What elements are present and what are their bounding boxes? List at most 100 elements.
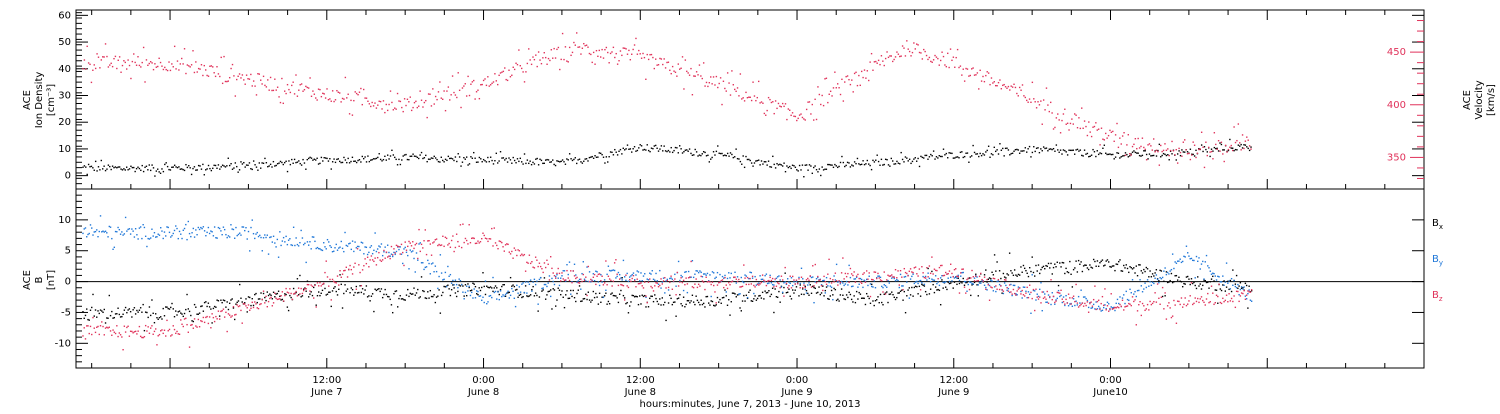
point-Bx [439, 312, 442, 314]
point-Bx [397, 306, 399, 308]
point-density [186, 166, 189, 169]
point-Bz [544, 266, 547, 269]
point-Bx [637, 303, 640, 306]
point-By [1144, 282, 1146, 284]
point-Bz [868, 272, 870, 274]
point-By [391, 255, 394, 258]
point-Bx [720, 302, 722, 304]
point-Bz [951, 272, 953, 275]
point-Bz [267, 300, 270, 303]
point-By [497, 291, 499, 293]
point-density [939, 155, 942, 158]
point-density [741, 163, 743, 165]
point-Bz [531, 260, 533, 263]
point-velocity [681, 56, 684, 58]
point-density [576, 162, 578, 165]
point-density [258, 162, 261, 164]
point-Bz [1175, 322, 1178, 324]
point-By [415, 252, 418, 254]
point-Bz [657, 285, 660, 288]
point-Bx [877, 296, 879, 298]
point-density [140, 169, 142, 172]
point-Bx [551, 308, 553, 310]
point-density [262, 162, 265, 165]
point-Bz [578, 282, 581, 284]
point-Bx [652, 300, 655, 303]
point-density [962, 156, 964, 159]
point-By [384, 246, 386, 248]
point-density [92, 167, 94, 169]
point-velocity [1017, 95, 1019, 97]
point-Bx [714, 305, 716, 307]
point-density [1033, 146, 1035, 148]
point-density [597, 156, 599, 158]
point-density [1223, 149, 1225, 151]
point-Bz [191, 323, 193, 326]
point-velocity [686, 70, 688, 73]
point-By [874, 286, 877, 289]
point-Bz [833, 281, 835, 283]
point-Bz [316, 282, 319, 284]
point-By [642, 275, 645, 277]
point-By [839, 283, 842, 285]
point-Bz [82, 335, 84, 337]
point-Bz [241, 322, 243, 324]
point-By [1055, 299, 1057, 301]
point-density [659, 148, 661, 150]
point-density [834, 163, 836, 166]
point-velocity [238, 73, 241, 75]
point-Bz [359, 271, 361, 274]
point-density [317, 163, 320, 165]
point-By [966, 290, 968, 292]
point-Bx [1209, 281, 1211, 283]
point-Bx [326, 293, 329, 295]
point-Bz [355, 288, 358, 290]
point-Bx [711, 300, 714, 303]
point-By [1130, 292, 1132, 294]
point-velocity [796, 119, 798, 122]
point-Bz [132, 332, 134, 334]
point-velocity [605, 46, 608, 49]
point-By [197, 226, 200, 229]
point-Bx [730, 301, 732, 303]
point-Bx [1210, 278, 1213, 280]
point-Bx [1097, 265, 1100, 268]
point-Bx [230, 299, 232, 301]
point-Bx [956, 283, 958, 286]
point-velocity [968, 75, 970, 77]
point-density [985, 151, 987, 153]
point-Bz [587, 265, 590, 268]
point-velocity [412, 106, 414, 109]
point-Bx [306, 280, 309, 282]
point-density [992, 154, 994, 156]
point-density [251, 168, 253, 171]
point-Bx [304, 287, 306, 289]
point-density [247, 164, 249, 166]
point-By [566, 263, 568, 266]
point-velocity [663, 58, 665, 60]
point-Bx [1166, 281, 1169, 284]
point-density [892, 160, 894, 162]
point-By [865, 278, 868, 281]
point-By [442, 279, 444, 281]
point-density [838, 165, 840, 168]
x-tick-label-date: June 7 [310, 387, 342, 398]
point-velocity [456, 96, 458, 99]
point-By [613, 269, 616, 272]
point-By [1080, 289, 1082, 291]
point-Bx [476, 293, 478, 295]
point-By [270, 236, 272, 238]
point-density [358, 159, 361, 161]
point-Bx [534, 292, 537, 294]
point-velocity [138, 64, 141, 67]
point-velocity [165, 68, 167, 71]
point-density [100, 159, 103, 162]
point-By [281, 240, 284, 242]
point-Bz [107, 327, 109, 329]
point-By [1022, 286, 1025, 288]
point-density [592, 157, 595, 159]
point-density [1096, 150, 1098, 152]
point-Bx [1025, 269, 1027, 272]
point-By [724, 274, 726, 277]
point-velocity [1212, 158, 1214, 160]
